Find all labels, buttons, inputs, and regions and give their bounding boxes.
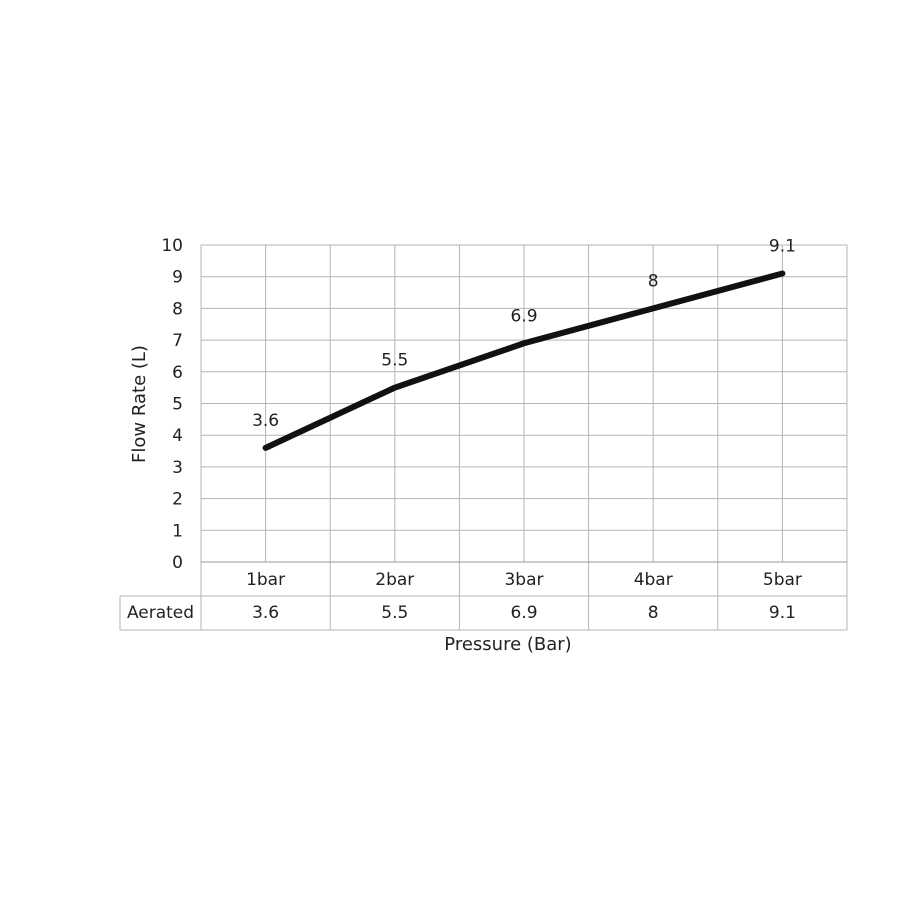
x-tick-label: 5bar	[763, 570, 802, 590]
y-tick-label: 6	[172, 363, 183, 383]
table-cell-value: 8	[648, 603, 659, 623]
data-label: 3.6	[252, 411, 279, 431]
data-table: Aerated 1bar 3.6 2bar 5.5 3bar 6.9 4bar 8 5bar 9.1	[119, 561, 848, 631]
grid	[200, 244, 848, 563]
y-tick-label: 3	[172, 458, 183, 478]
y-tick-label: 7	[172, 331, 183, 351]
y-tick-label: 8	[172, 299, 183, 319]
series	[262, 270, 786, 451]
data-label: 6.9	[510, 306, 537, 326]
data-label: 5.5	[381, 351, 408, 371]
y-tick-label: 10	[161, 236, 183, 256]
y-tick-label: 9	[172, 268, 183, 288]
y-axis-label: Flow Rate (L)	[129, 345, 150, 463]
y-tick-label: 1	[172, 521, 183, 541]
data-label: 9.1	[769, 237, 796, 257]
data-label: 8	[648, 271, 659, 291]
x-tick-label: 2bar	[375, 570, 414, 590]
y-tick-label: 0	[172, 553, 183, 573]
x-tick-label: 4bar	[634, 570, 673, 590]
table-cell-value: 9.1	[769, 603, 796, 623]
table-series-name: Aerated	[127, 603, 194, 623]
x-axis-label: Pressure (Bar)	[444, 634, 571, 655]
x-tick-label: 1bar	[246, 570, 285, 590]
y-tick-label: 2	[172, 490, 183, 510]
x-tick-label: 3bar	[504, 570, 543, 590]
data-labels: 3.6 5.5 6.9 8 9.1	[252, 237, 796, 431]
table-cell-value: 3.6	[252, 603, 279, 623]
y-tick-label: 5	[172, 395, 183, 415]
table-cell-value: 5.5	[381, 603, 408, 623]
table-cell-value: 6.9	[510, 603, 537, 623]
y-tick-labels: 0 1 2 3 4 5 6 7 8 9 10	[161, 236, 183, 573]
y-tick-label: 4	[172, 426, 183, 446]
